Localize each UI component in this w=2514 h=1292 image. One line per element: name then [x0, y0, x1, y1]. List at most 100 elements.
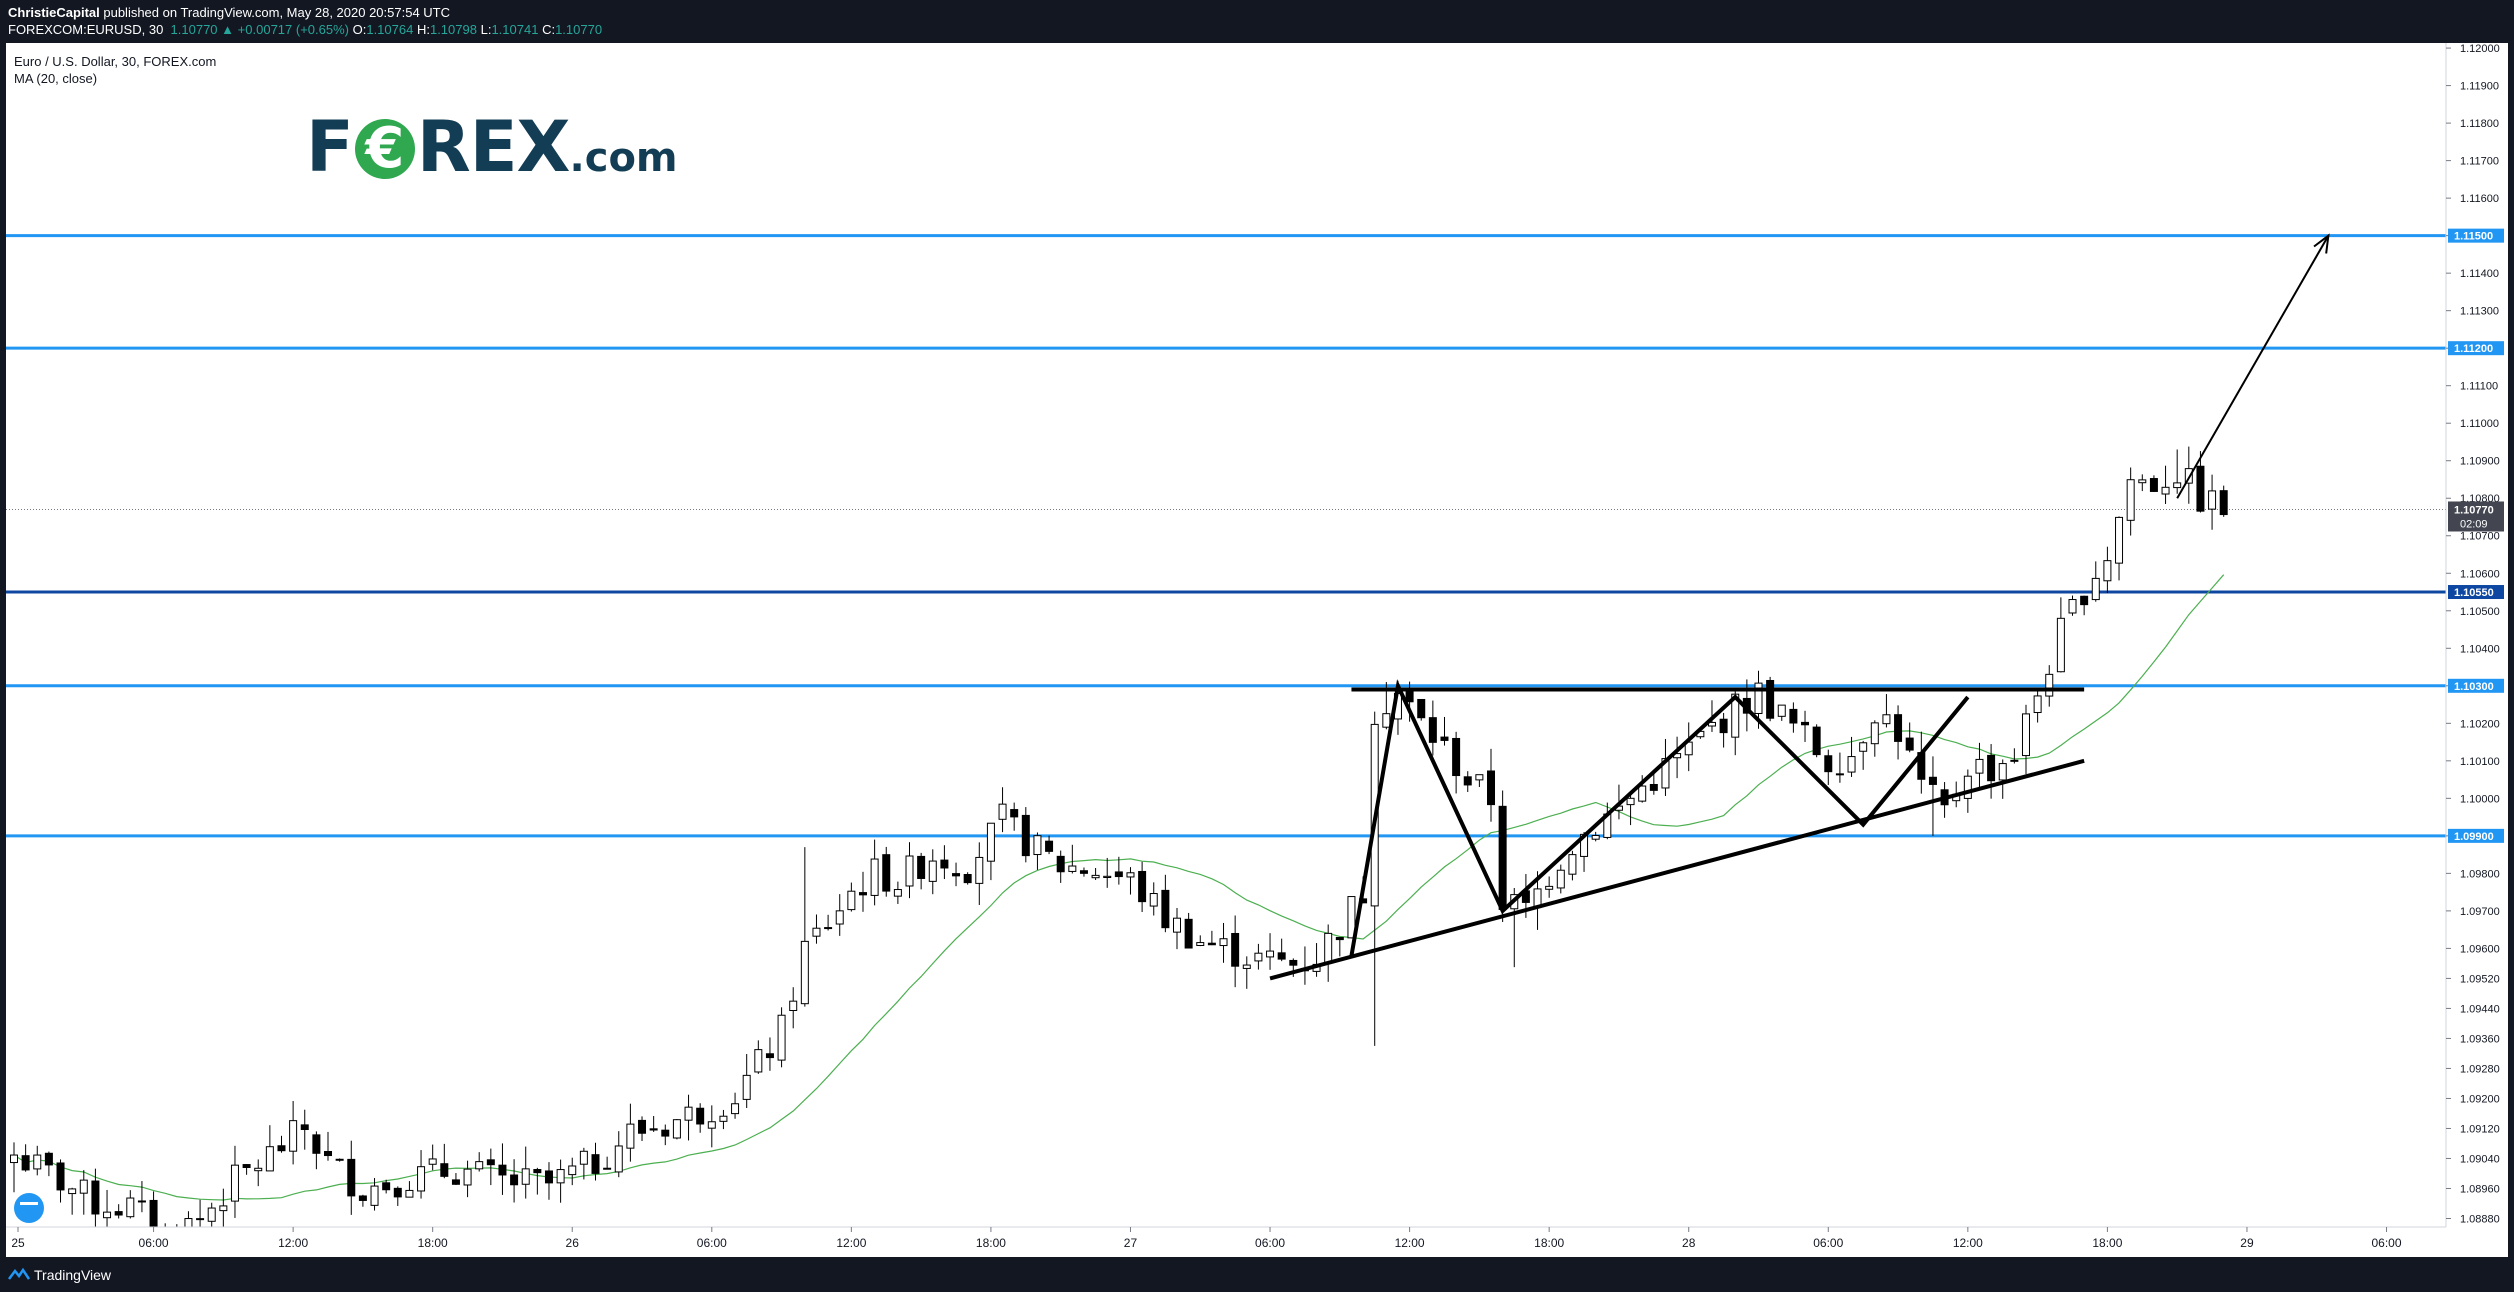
candle-body[interactable]	[1626, 797, 1635, 806]
candle-body[interactable]	[114, 1211, 123, 1216]
candle-body[interactable]	[486, 1159, 495, 1166]
candle-body[interactable]	[742, 1074, 751, 1100]
candle-body[interactable]	[79, 1179, 88, 1194]
candle-body[interactable]	[835, 910, 844, 925]
candle-body[interactable]	[777, 1014, 786, 1061]
candle-body[interactable]	[882, 854, 891, 892]
candle-body[interactable]	[754, 1049, 763, 1073]
candle-body[interactable]	[1277, 952, 1286, 960]
candle-body[interactable]	[103, 1211, 112, 1219]
candle-body[interactable]	[858, 892, 867, 896]
candle-body[interactable]	[1766, 679, 1775, 719]
candle-body[interactable]	[812, 927, 821, 937]
candle-body[interactable]	[1056, 855, 1065, 873]
candle-body[interactable]	[137, 1200, 146, 1203]
candle-body[interactable]	[1324, 932, 1333, 964]
candle-body[interactable]	[2021, 713, 2030, 757]
candle-body[interactable]	[765, 1053, 774, 1059]
candle-body[interactable]	[1207, 942, 1216, 946]
candle-body[interactable]	[905, 855, 914, 887]
candle-body[interactable]	[33, 1154, 42, 1170]
candle-body[interactable]	[731, 1103, 740, 1115]
candle-body[interactable]	[498, 1164, 507, 1176]
candle-body[interactable]	[417, 1166, 426, 1192]
candle-body[interactable]	[1987, 754, 1996, 782]
candle-body[interactable]	[614, 1145, 623, 1173]
trend-drawings[interactable]	[1269, 233, 2330, 981]
candle-body[interactable]	[1196, 942, 1205, 946]
candle-body[interactable]	[1045, 840, 1054, 852]
candle-body[interactable]	[2208, 490, 2217, 510]
candle-body[interactable]	[44, 1152, 53, 1166]
candle-body[interactable]	[917, 855, 926, 879]
candle-body[interactable]	[451, 1179, 460, 1185]
candle-body[interactable]	[556, 1169, 565, 1184]
candle-body[interactable]	[1289, 959, 1298, 966]
candle-body[interactable]	[533, 1169, 542, 1174]
candle-body[interactable]	[2091, 577, 2100, 601]
candle-body[interactable]	[579, 1150, 588, 1165]
candle-body[interactable]	[1033, 835, 1042, 856]
candle-body[interactable]	[277, 1145, 286, 1152]
candle-body[interactable]	[2196, 465, 2205, 512]
candle-body[interactable]	[1068, 865, 1077, 872]
candle-body[interactable]	[649, 1128, 658, 1131]
candle-body[interactable]	[2138, 479, 2147, 484]
candle-body[interactable]	[1568, 854, 1577, 875]
candle-body[interactable]	[1882, 714, 1891, 725]
candle-body[interactable]	[1138, 870, 1147, 903]
candle-body[interactable]	[544, 1170, 553, 1184]
candle-body[interactable]	[219, 1205, 228, 1212]
candle-body[interactable]	[463, 1168, 472, 1186]
candle-body[interactable]	[1928, 776, 1937, 785]
candle-body[interactable]	[2126, 479, 2135, 521]
price-axis[interactable]: 1.12000 1.11900 1.11800 1.11700 1.11600 1.115…	[2445, 43, 2508, 1257]
candle-body[interactable]	[126, 1197, 135, 1218]
candle-body[interactable]	[207, 1207, 216, 1222]
zigzag-pattern[interactable]	[1349, 679, 1970, 957]
candle-body[interactable]	[847, 890, 856, 911]
candle-body[interactable]	[1347, 896, 1356, 939]
candle-body[interactable]	[1254, 952, 1263, 962]
candle-body[interactable]	[521, 1168, 530, 1185]
candle-body[interactable]	[405, 1189, 414, 1198]
candle-body[interactable]	[265, 1146, 274, 1172]
candle-body[interactable]	[1870, 722, 1879, 745]
candle-body[interactable]	[1719, 718, 1728, 734]
candle-body[interactable]	[1091, 874, 1100, 879]
candle-body[interactable]	[638, 1119, 647, 1134]
candle-body[interactable]	[2045, 673, 2054, 697]
candle-body[interactable]	[440, 1163, 449, 1177]
candle-body[interactable]	[2149, 478, 2158, 492]
candle-body[interactable]	[196, 1218, 205, 1221]
candle-body[interactable]	[1498, 805, 1507, 910]
candle-body[interactable]	[940, 859, 949, 869]
candles[interactable]	[10, 446, 2228, 1257]
candle-body[interactable]	[2010, 759, 2019, 762]
candle-body[interactable]	[1184, 918, 1193, 949]
candle-body[interactable]	[2103, 560, 2112, 582]
candle-body[interactable]	[1126, 872, 1135, 878]
candle-body[interactable]	[475, 1161, 484, 1170]
candle-body[interactable]	[1777, 704, 1786, 717]
candle-body[interactable]	[1975, 758, 1984, 774]
candle-body[interactable]	[254, 1167, 263, 1172]
candle-body[interactable]	[1556, 869, 1565, 889]
candle-body[interactable]	[2173, 482, 2182, 489]
candle-body[interactable]	[719, 1115, 728, 1122]
candle-body[interactable]	[289, 1120, 298, 1152]
candle-body[interactable]	[1103, 875, 1112, 878]
candle-body[interactable]	[56, 1162, 65, 1191]
candle-body[interactable]	[91, 1180, 100, 1215]
candle-body[interactable]	[1242, 964, 1251, 969]
candle-body[interactable]	[800, 940, 809, 1005]
candle-body[interactable]	[591, 1154, 600, 1174]
author-name[interactable]: ChristieCapital	[8, 5, 100, 20]
candle-body[interactable]	[300, 1124, 309, 1131]
candle-body[interactable]	[707, 1121, 716, 1129]
candle-body[interactable]	[370, 1185, 379, 1206]
candle-body[interactable]	[1417, 698, 1426, 719]
candle-body[interactable]	[928, 860, 937, 882]
candle-body[interactable]	[2115, 516, 2124, 564]
footer-brand[interactable]: TradingView	[34, 1267, 112, 1283]
